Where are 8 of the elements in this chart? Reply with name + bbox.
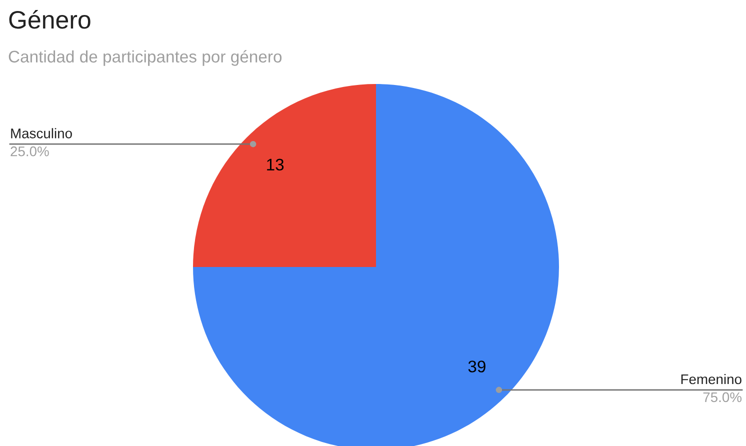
slice-label: Femenino: [681, 374, 742, 384]
text: 75.0%: [703, 392, 742, 402]
slice-label: Masculino: [11, 128, 72, 138]
data-label: 13: [267, 158, 284, 171]
data-label: 39: [468, 360, 486, 372]
chart-title: Género: [9, 10, 90, 29]
text: 25.0%: [10, 146, 49, 156]
chart-subtitle: Cantidad de participantes por género: [8, 50, 282, 66]
